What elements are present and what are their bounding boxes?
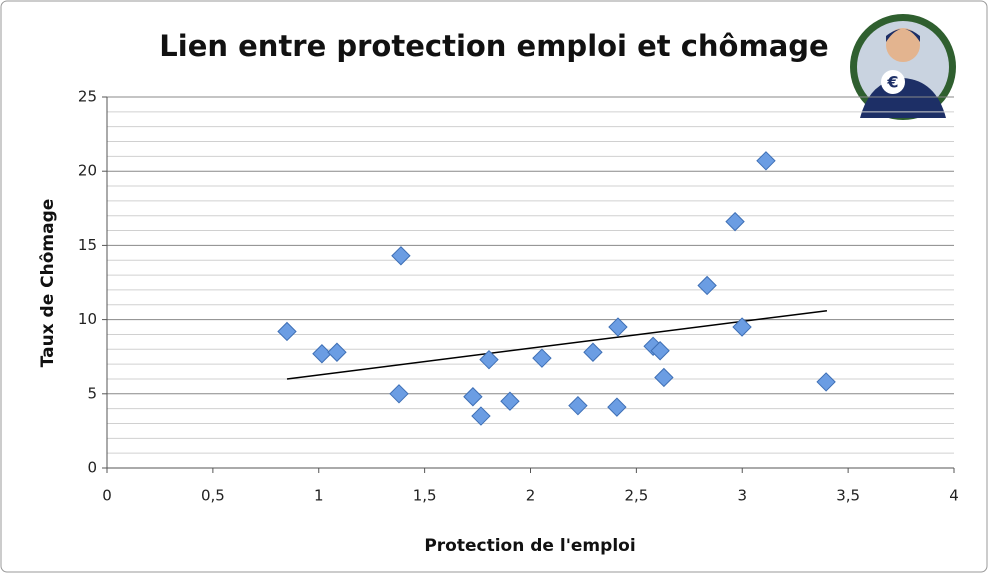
x-tick-label: 1,5 <box>413 487 437 505</box>
point <box>697 275 717 296</box>
x-tick-label: 0 <box>102 487 112 505</box>
x-tick-label: 4 <box>949 487 959 505</box>
y-tick-label: 15 <box>78 236 97 254</box>
point <box>312 344 332 364</box>
x-tick-label: 2,5 <box>624 487 648 505</box>
point <box>463 387 483 407</box>
x-tick-label: 3 <box>737 487 747 505</box>
y-tick-label: 20 <box>78 162 97 180</box>
point <box>607 397 627 417</box>
svg-text:€: € <box>886 73 898 92</box>
point <box>725 211 745 232</box>
point <box>391 246 411 266</box>
point <box>583 342 603 362</box>
trend-line <box>286 309 828 380</box>
chart-title: Lien entre protection emploi et chômage <box>159 29 828 63</box>
x-tick-label: 3,5 <box>836 487 860 505</box>
point <box>654 367 674 388</box>
point <box>479 349 499 370</box>
x-tick-label: 2 <box>526 487 536 505</box>
point <box>532 348 552 368</box>
x-axis-label: Protection de l'emploi <box>424 536 635 556</box>
point <box>277 321 297 342</box>
y-tick-label: 0 <box>87 459 97 477</box>
point <box>650 341 670 361</box>
y-tick-label: 25 <box>78 88 97 106</box>
point <box>500 391 520 411</box>
point <box>568 395 588 416</box>
point <box>327 342 347 362</box>
point <box>732 317 752 337</box>
y-axis-label: Taux de Chômage <box>38 199 58 368</box>
y-tick-label: 10 <box>78 310 97 328</box>
point <box>608 317 628 337</box>
x-tick-label: 1 <box>314 487 324 505</box>
point <box>389 384 409 404</box>
x-tick-label: 0,5 <box>201 487 225 505</box>
y-tick-label: 5 <box>87 384 97 402</box>
point <box>816 372 836 392</box>
point <box>756 151 776 171</box>
point <box>471 406 491 426</box>
logo: € <box>850 14 956 120</box>
